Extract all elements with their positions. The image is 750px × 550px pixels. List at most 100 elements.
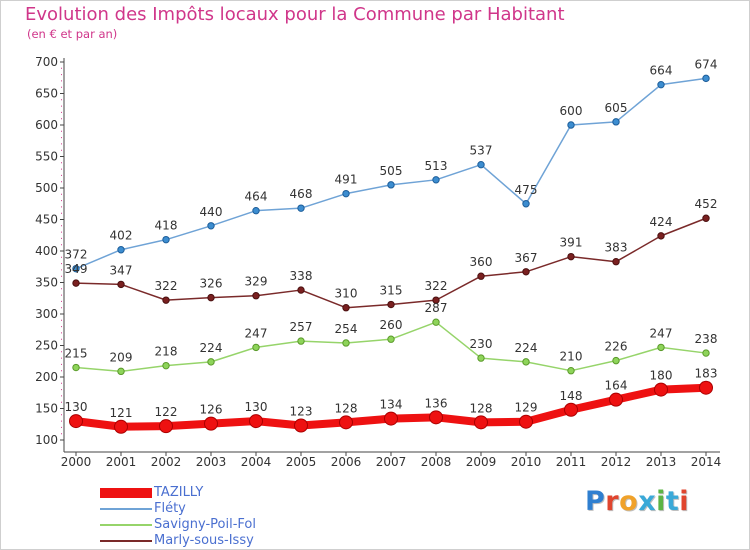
- legend-label-flety: Fléty: [154, 501, 186, 516]
- data-label-flety: 491: [335, 173, 358, 187]
- data-point-tazilly: [609, 392, 623, 407]
- x-tick-label: 2006: [331, 455, 362, 469]
- data-label-savigny-poil-fol: 210: [560, 350, 583, 364]
- data-point-tazilly: [519, 414, 533, 429]
- data-label-marly-sous-issy: 360: [470, 255, 493, 269]
- data-label-marly-sous-issy: 391: [560, 236, 583, 250]
- data-point-tazilly: [564, 402, 578, 417]
- y-tick-label: 450: [35, 213, 58, 227]
- data-point-tazilly: [249, 414, 263, 429]
- data-point-savigny-poil-fol: [342, 339, 350, 347]
- data-point-tazilly: [699, 380, 713, 395]
- data-point-marly-sous-issy: [252, 292, 260, 300]
- data-label-savigny-poil-fol: 254: [335, 322, 358, 336]
- data-point-flety: [297, 204, 305, 212]
- chart-title: Evolution des Impôts locaux pour la Comm…: [25, 4, 565, 25]
- chart-subtitle: (en € et par an): [27, 27, 118, 41]
- y-tick-label: 650: [35, 87, 58, 101]
- data-label-flety: 468: [290, 187, 313, 201]
- data-point-flety: [567, 121, 575, 129]
- data-point-savigny-poil-fol: [162, 361, 170, 370]
- data-point-savigny-poil-fol: [387, 335, 395, 343]
- data-point-marly-sous-issy: [702, 214, 710, 222]
- x-tick-label: 2003: [196, 455, 227, 469]
- data-label-savigny-poil-fol: 224: [200, 341, 223, 355]
- data-point-tazilly: [114, 419, 128, 434]
- data-label-tazilly: 148: [560, 389, 583, 403]
- data-label-flety: 600: [560, 104, 583, 118]
- data-label-flety: 537: [470, 144, 493, 158]
- data-label-marly-sous-issy: 322: [425, 279, 448, 293]
- y-tick-label: 150: [35, 402, 58, 416]
- data-point-savigny-poil-fol: [117, 367, 125, 376]
- data-label-tazilly: 122: [155, 405, 178, 419]
- data-label-tazilly: 164: [605, 379, 628, 393]
- data-label-savigny-poil-fol: 287: [425, 301, 448, 315]
- x-tick-label: 2005: [286, 455, 317, 469]
- data-point-savigny-poil-fol: [522, 358, 530, 366]
- legend-label-marly-sous-issy: Marly-sous-Issy: [154, 533, 254, 548]
- legend-label-savigny-poil-fol: Savigny-Poil-Fol: [154, 517, 256, 532]
- data-label-flety: 674: [695, 57, 718, 71]
- data-point-flety: [162, 235, 170, 244]
- data-point-flety: [657, 80, 665, 89]
- data-label-marly-sous-issy: 310: [335, 287, 358, 301]
- logo-letter: r: [605, 486, 620, 517]
- data-point-marly-sous-issy: [297, 286, 305, 294]
- data-label-tazilly: 128: [335, 401, 358, 415]
- data-label-marly-sous-issy: 347: [110, 263, 133, 277]
- legend-swatch-flety: [100, 508, 152, 510]
- data-point-marly-sous-issy: [612, 258, 620, 266]
- data-label-marly-sous-issy: 367: [515, 251, 538, 265]
- data-label-flety: 418: [155, 219, 178, 233]
- data-label-tazilly: 183: [695, 367, 718, 381]
- data-point-savigny-poil-fol: [702, 349, 710, 357]
- data-label-tazilly: 136: [425, 396, 448, 410]
- data-label-marly-sous-issy: 326: [200, 277, 223, 291]
- data-point-flety: [207, 222, 215, 230]
- data-label-tazilly: 180: [650, 369, 673, 383]
- data-point-savigny-poil-fol: [612, 356, 620, 365]
- data-point-tazilly: [384, 411, 398, 426]
- y-tick-label: 550: [35, 150, 58, 164]
- data-label-flety: 440: [200, 205, 223, 219]
- data-point-tazilly: [294, 418, 308, 433]
- data-label-flety: 505: [380, 164, 403, 178]
- data-label-savigny-poil-fol: 230: [470, 337, 493, 351]
- logo-letter: x: [638, 486, 657, 517]
- data-point-flety: [117, 246, 125, 254]
- legend-swatch-tazilly: [100, 488, 152, 498]
- data-point-savigny-poil-fol: [252, 343, 260, 352]
- y-tick-label: 600: [35, 118, 58, 132]
- data-point-marly-sous-issy: [117, 280, 125, 289]
- data-label-flety: 402: [110, 229, 133, 243]
- data-point-flety: [252, 206, 260, 215]
- y-tick-label: 500: [35, 181, 58, 195]
- data-point-tazilly: [159, 419, 173, 434]
- y-tick-label: 250: [35, 339, 58, 353]
- x-tick-label: 2012: [601, 455, 632, 469]
- y-tick-label: 300: [35, 307, 58, 321]
- data-point-marly-sous-issy: [477, 272, 485, 280]
- data-point-marly-sous-issy: [342, 304, 350, 312]
- data-point-tazilly: [69, 414, 83, 429]
- data-label-tazilly: 121: [110, 406, 133, 420]
- data-label-marly-sous-issy: 329: [245, 275, 268, 289]
- x-tick-label: 2013: [646, 455, 677, 469]
- proxiti-logo: Proxiti: [585, 486, 689, 517]
- y-tick-label: 100: [35, 433, 58, 447]
- x-tick-label: 2014: [691, 455, 722, 469]
- y-tick-label: 200: [35, 370, 58, 384]
- data-point-marly-sous-issy: [207, 293, 215, 302]
- logo-letter: o: [619, 486, 639, 517]
- data-point-tazilly: [654, 382, 668, 397]
- data-label-savigny-poil-fol: 247: [650, 326, 673, 340]
- y-tick-label: 400: [35, 244, 58, 258]
- data-point-savigny-poil-fol: [567, 367, 575, 375]
- data-label-savigny-poil-fol: 257: [290, 320, 313, 334]
- data-point-flety: [432, 176, 440, 184]
- data-label-tazilly: 130: [65, 400, 88, 414]
- x-tick-label: 2011: [556, 455, 587, 469]
